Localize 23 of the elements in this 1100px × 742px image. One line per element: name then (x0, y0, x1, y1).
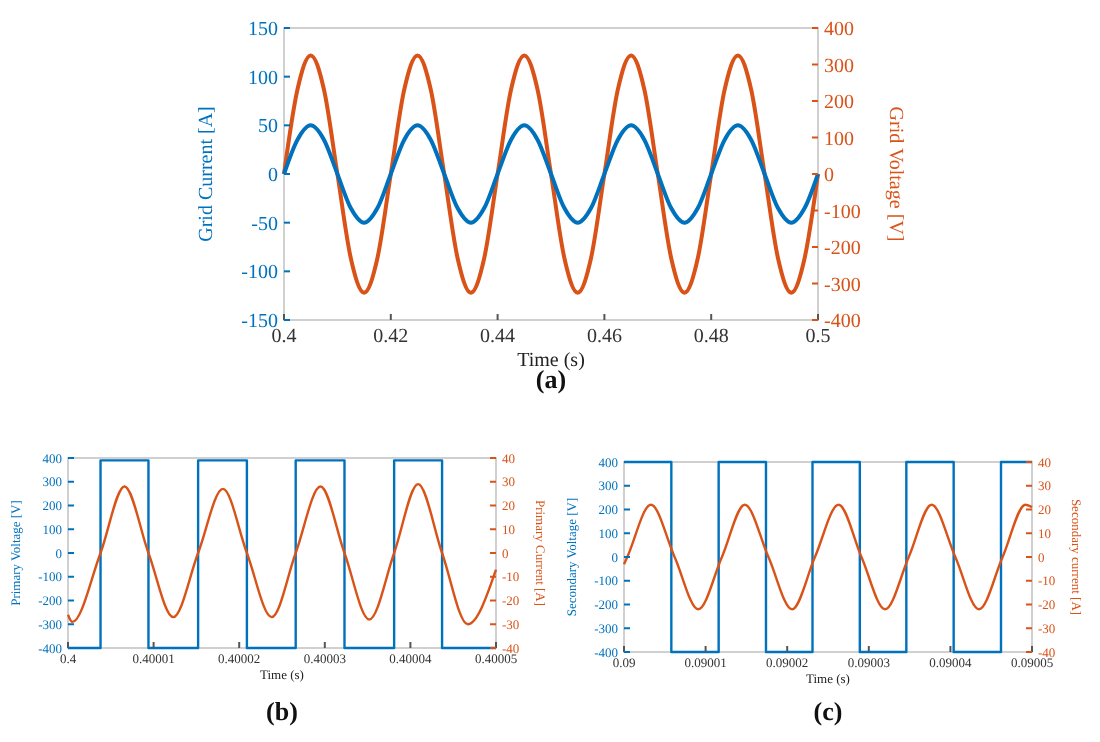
text: (c) (813, 696, 843, 726)
x-tick-label: 0.44 (480, 326, 516, 348)
x-tick-label: 0.48 (693, 326, 729, 348)
line-series (66, 482, 498, 626)
y-tick-label: 100 (248, 67, 278, 90)
y2-tick-label: -200 (824, 238, 861, 260)
y2-tick-label: 100 (824, 128, 854, 151)
y-tick-label: 50 (258, 116, 278, 139)
y2-tick-label: -300 (824, 274, 861, 297)
y2-tick-label: 400 (824, 19, 854, 41)
y2-tick-label: 0 (824, 165, 834, 187)
y-tick-label: -100 (241, 262, 278, 285)
y2-tick-label: 200 (824, 92, 854, 114)
y2-tick-label: 300 (824, 55, 854, 78)
y-tick-label: 150 (248, 19, 278, 41)
x-tick-label: 0.42 (373, 326, 409, 348)
y-axis-title: Grid Current [A] (196, 106, 218, 242)
y-tick-label: -50 (251, 213, 278, 236)
x-tick-label: 0.46 (586, 326, 622, 348)
text: (b) (266, 696, 298, 726)
y2-tick-label: -100 (824, 201, 861, 224)
y-tick-label: 0 (268, 165, 278, 187)
y2-axis-title: Grid Voltage [V] (884, 106, 906, 242)
